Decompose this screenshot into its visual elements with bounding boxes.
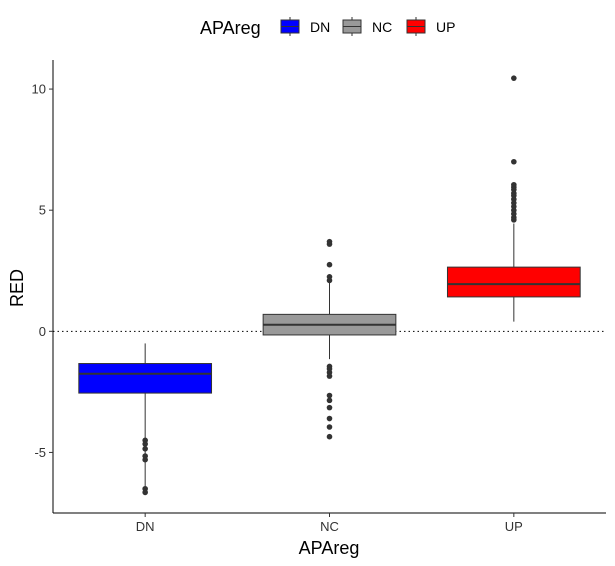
outlier-point — [326, 397, 333, 404]
y-tick-label: 10 — [32, 82, 46, 97]
outlier-point — [326, 261, 333, 268]
y-tick-label: 5 — [39, 203, 46, 218]
x-tick-label: UP — [505, 519, 523, 534]
outlier-point — [142, 446, 148, 452]
y-tick-label: -5 — [34, 445, 46, 460]
plot-area: -5 0 5 10 DN NC UP — [32, 60, 606, 534]
box-nc — [262, 238, 397, 440]
outlier-point — [326, 424, 333, 430]
outlier-point — [511, 158, 517, 165]
outlier-point — [326, 392, 333, 399]
x-tick-label: NC — [320, 519, 339, 534]
outlier-point — [326, 241, 333, 247]
legend-key-nc — [342, 17, 362, 36]
outlier-point — [326, 415, 333, 422]
outlier-point — [326, 373, 333, 379]
outlier-point — [326, 404, 333, 411]
legend-key-up — [406, 17, 426, 36]
iqr-box — [78, 363, 213, 394]
legend-label-dn: DN — [310, 19, 330, 35]
outlier-point — [142, 456, 148, 463]
box-up — [446, 75, 581, 322]
box-dn — [78, 343, 213, 496]
outlier-point — [326, 433, 333, 440]
y-axis-title: RED — [7, 269, 27, 307]
legend-title: APAreg — [200, 18, 261, 38]
outlier-point — [511, 75, 517, 81]
legend-key-dn — [280, 17, 300, 36]
x-tick-label: DN — [136, 519, 155, 534]
legend: APAreg DN NC UP — [200, 17, 455, 38]
legend-label-up: UP — [436, 19, 455, 35]
x-axis-title: APAreg — [299, 538, 360, 558]
outlier-point — [326, 277, 333, 284]
iqr-box — [446, 266, 581, 298]
y-tick-label: 0 — [39, 324, 46, 339]
outlier-point — [142, 441, 148, 447]
outlier-point — [142, 489, 148, 496]
outlier-point — [511, 217, 517, 223]
legend-label-nc: NC — [372, 19, 392, 35]
